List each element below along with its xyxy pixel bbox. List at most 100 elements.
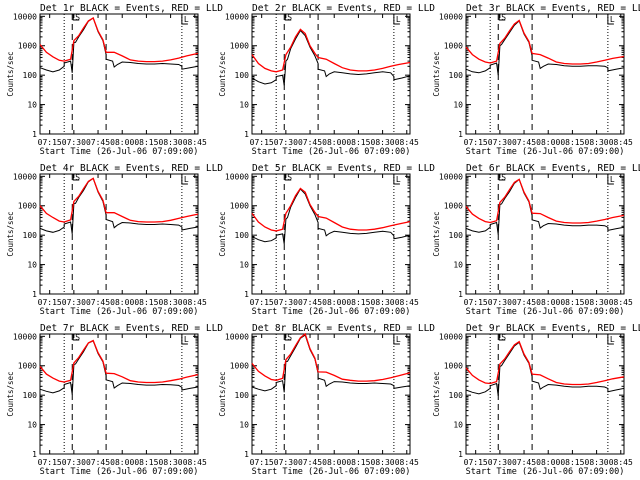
y-tick-label: 10: [27, 421, 37, 430]
s-bracket: [284, 334, 292, 341]
annotation-s: S: [287, 173, 292, 182]
y-tick-label: 10000: [13, 12, 37, 21]
x-tick-label: 08:30: [585, 458, 609, 467]
s-bracket: [498, 174, 506, 181]
l-bracket: [393, 334, 400, 345]
s-bracket: [498, 14, 506, 21]
panel: Det 2r BLACK = Events, RED = LLD 1 10 100 10…: [218, 3, 435, 157]
series-line-black: [39, 177, 199, 234]
y-tick-label: 1000: [230, 202, 249, 211]
y-axis-label: Counts/sec: [218, 371, 227, 416]
x-axis-label: Start Time (26-Jul-06 07:09:00): [466, 307, 625, 317]
panel: Det 7r BLACK = Events, RED = LLD 1 10 100 10…: [6, 323, 223, 477]
x-tick-label: 07:45: [298, 298, 322, 307]
y-tick-label: 10000: [439, 172, 463, 181]
x-axis-label: Start Time (26-Jul-06 07:09:00): [466, 147, 625, 157]
x-tick-label: 07:45: [86, 458, 110, 467]
series-line-black: [251, 188, 411, 245]
y-axis-label: Counts/sec: [432, 371, 441, 416]
plot-frame: [39, 13, 199, 135]
annotation-l: L: [396, 15, 401, 24]
annotation-s: S: [75, 13, 80, 22]
x-tick-label: 07:15: [250, 298, 274, 307]
x-tick-label: 08:15: [346, 458, 370, 467]
plot-frame: [251, 333, 411, 455]
y-tick-label: 10000: [225, 12, 249, 21]
x-tick-label: 08:00: [110, 138, 134, 147]
x-tick-label: 07:15: [38, 138, 62, 147]
series-line-red: [465, 340, 625, 386]
y-tick-label: 1000: [230, 42, 249, 51]
annotation-s: S: [501, 13, 506, 22]
annotation-s: S: [75, 333, 80, 342]
x-tick-label: 07:30: [62, 298, 86, 307]
y-tick-label: 10: [453, 101, 463, 110]
y-tick-label: 10000: [13, 332, 37, 341]
s-bracket: [72, 14, 80, 21]
y-tick-label: 10: [239, 101, 249, 110]
l-bracket: [393, 174, 400, 185]
panel-title: Det 9r BLACK = Events, RED = LLD: [466, 323, 640, 334]
x-tick-label: 08:45: [395, 298, 419, 307]
y-tick-label: 1: [458, 130, 463, 139]
series-line-black: [251, 334, 411, 393]
x-tick-label: 07:45: [298, 138, 322, 147]
y-axis-label: Counts/sec: [432, 211, 441, 256]
x-tick-label: 08:00: [536, 458, 560, 467]
series-line-red: [39, 17, 199, 63]
panel: Det 3r BLACK = Events, RED = LLD 1 10 100 10…: [432, 3, 640, 157]
x-tick-label: 07:30: [488, 458, 512, 467]
x-tick-label: 07:30: [274, 458, 298, 467]
y-tick-label: 100: [235, 71, 250, 80]
y-tick-label: 10000: [439, 332, 463, 341]
y-axis-label: Counts/sec: [6, 371, 15, 416]
y-tick-label: 1000: [444, 202, 463, 211]
y-tick-label: 10: [453, 261, 463, 270]
panel: Det 8r BLACK = Events, RED = LLD 1 10 100 10…: [218, 323, 435, 477]
annotation-l: L: [610, 15, 615, 24]
y-tick-label: 1: [458, 290, 463, 299]
panel-title: Det 1r BLACK = Events, RED = LLD: [40, 3, 223, 14]
x-tick-label: 08:15: [134, 298, 158, 307]
series-line-black: [465, 178, 625, 235]
x-tick-label: 08:30: [585, 298, 609, 307]
x-tick-label: 07:15: [464, 458, 488, 467]
x-tick-label: 07:45: [86, 298, 110, 307]
y-tick-label: 100: [23, 391, 38, 400]
y-tick-label: 10000: [225, 172, 249, 181]
annotation-s: S: [501, 333, 506, 342]
y-tick-label: 100: [23, 71, 38, 80]
y-tick-label: 1000: [18, 362, 37, 371]
s-bracket: [498, 334, 506, 341]
x-tick-label: 08:45: [395, 458, 419, 467]
x-tick-label: 08:15: [560, 298, 584, 307]
x-tick-label: 08:00: [322, 458, 346, 467]
x-tick-label: 08:15: [560, 458, 584, 467]
y-tick-label: 1000: [18, 202, 37, 211]
annotation-l: L: [610, 335, 615, 344]
l-bracket: [393, 14, 400, 25]
annotation-s: S: [75, 173, 80, 182]
x-tick-label: 08:15: [560, 138, 584, 147]
x-tick-label: 08:00: [536, 298, 560, 307]
x-tick-label: 08:30: [371, 458, 395, 467]
plot-frame: [465, 173, 625, 295]
x-tick-label: 08:00: [536, 138, 560, 147]
x-axis-label: Start Time (26-Jul-06 07:09:00): [252, 147, 411, 157]
series-line-black: [251, 29, 411, 86]
panel-title: Det 7r BLACK = Events, RED = LLD: [40, 323, 223, 334]
annotation-l: L: [396, 335, 401, 344]
y-tick-label: 10: [453, 421, 463, 430]
series-line-red: [251, 332, 411, 382]
x-tick-label: 07:45: [512, 458, 536, 467]
y-tick-label: 1: [458, 450, 463, 459]
y-tick-label: 1: [32, 450, 37, 459]
x-tick-label: 08:45: [609, 298, 633, 307]
y-tick-label: 10: [239, 261, 249, 270]
x-tick-label: 08:15: [346, 298, 370, 307]
plot-frame: [465, 13, 625, 135]
x-tick-label: 08:00: [322, 298, 346, 307]
series-line-red: [251, 28, 411, 73]
x-tick-label: 08:45: [609, 458, 633, 467]
y-axis-label: Counts/sec: [6, 211, 15, 256]
